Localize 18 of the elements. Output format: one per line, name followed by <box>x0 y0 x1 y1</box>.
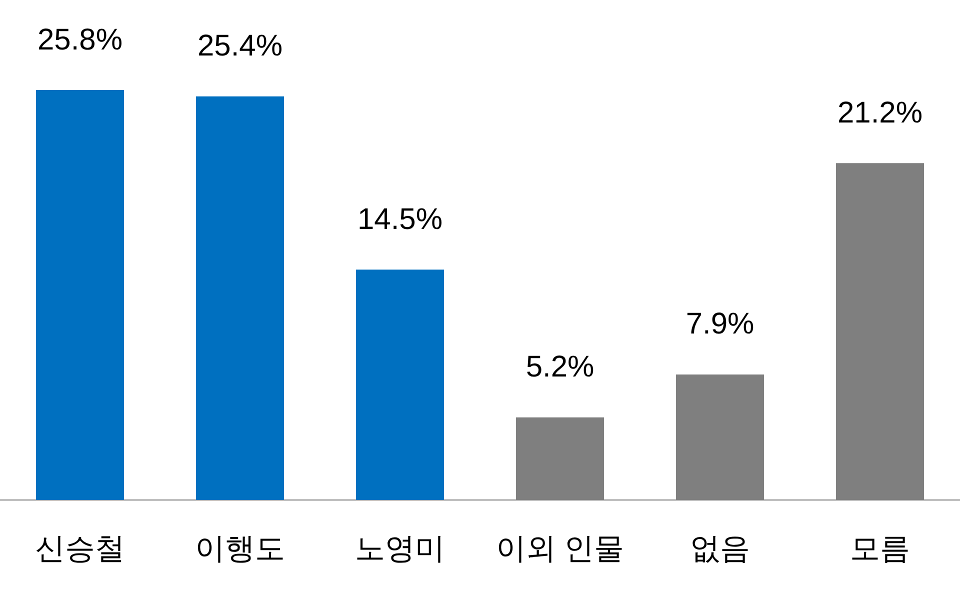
x-tick-label: 이외 인물 <box>496 532 624 566</box>
x-tick-label: 노영미 <box>355 532 445 566</box>
data-label: 5.2% <box>526 350 594 384</box>
bar <box>356 270 444 500</box>
bar <box>676 374 764 500</box>
bar <box>516 417 604 500</box>
bar <box>836 163 924 500</box>
x-tick-label: 없음 <box>690 532 750 566</box>
x-tick-label: 이행도 <box>195 532 285 566</box>
data-label: 21.2% <box>837 96 923 130</box>
data-label: 14.5% <box>357 202 443 236</box>
x-tick-label: 신승철 <box>35 532 125 566</box>
bar <box>196 96 284 500</box>
data-label: 25.8% <box>37 23 123 56</box>
data-label: 25.4% <box>197 30 283 63</box>
bar <box>36 90 124 500</box>
x-tick-label: 모름 <box>850 532 910 566</box>
data-label: 7.9% <box>686 308 754 341</box>
